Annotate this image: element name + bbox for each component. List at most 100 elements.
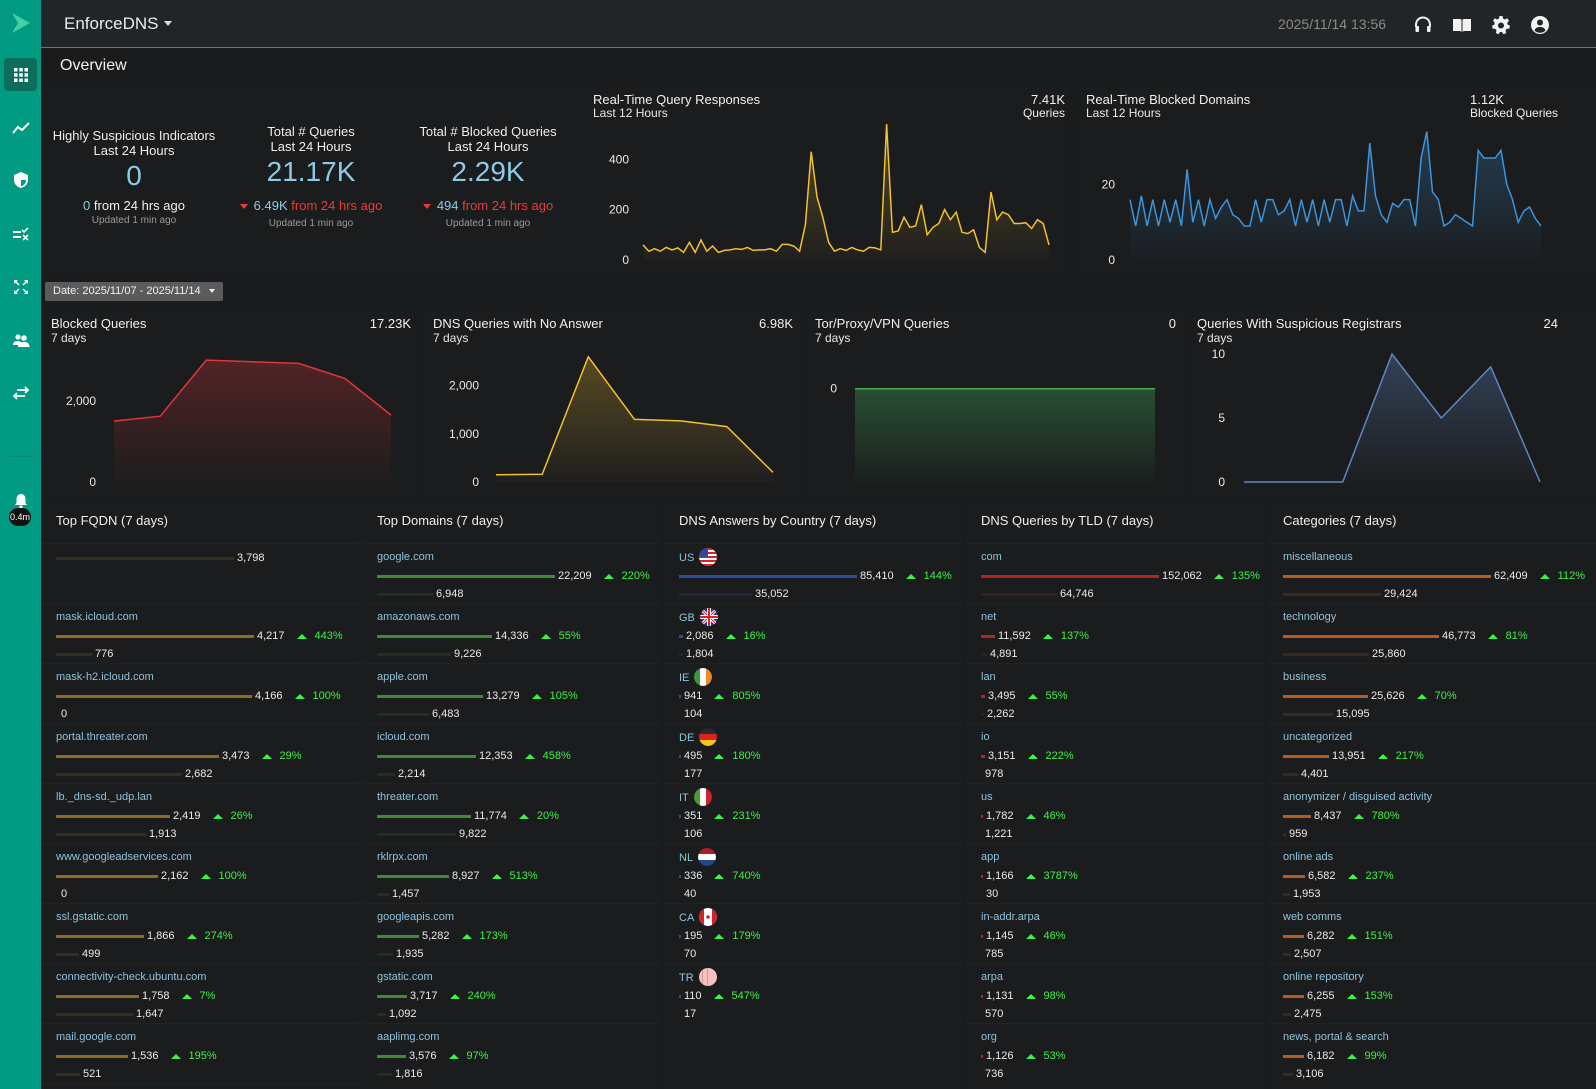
list-item[interactable]: uncategorized 13,951 217% 4,401 (1268, 723, 1596, 783)
item-name[interactable]: business (1283, 671, 1326, 683)
item-name[interactable]: uncategorized (1283, 731, 1352, 743)
list-item[interactable]: lb._dns-sd._udp.lan 2,419 26% 1,913 (41, 783, 359, 843)
item-name[interactable]: IT (679, 788, 712, 806)
item-name[interactable]: app (981, 851, 999, 863)
item-name[interactable]: GB (679, 608, 718, 626)
chevron-down-icon[interactable] (164, 21, 172, 26)
item-name[interactable]: lan (981, 671, 996, 683)
sidebar-item-security[interactable] (4, 163, 37, 196)
date-range-filter[interactable]: Date: 2025/11/07 - 2025/11/14 (45, 282, 223, 301)
list-item[interactable]: mail.google.com 1,536 195% 521 (41, 1023, 359, 1083)
list-item[interactable]: technology 46,773 81% 25,860 (1268, 603, 1596, 663)
item-name[interactable]: web comms (1283, 911, 1342, 923)
sidebar-item-transfer[interactable] (4, 376, 37, 409)
list-item[interactable]: www.googleadservices.com 2,162 100% 0 (41, 843, 359, 903)
list-item[interactable]: online ads 6,582 237% 1,953 (1268, 843, 1596, 903)
no-answer-panel[interactable]: DNS Queries with No Answer 7 days 6.98K … (423, 307, 803, 500)
realtime-query-responses-panel[interactable]: Real-Time Query Responses Last 12 Hours … (585, 84, 1069, 276)
list-item[interactable]: business 25,626 70% 15,095 (1268, 663, 1596, 723)
sidebar-item-analytics[interactable] (4, 111, 37, 144)
list-item[interactable]: com 152,062 135% 64,746 (966, 543, 1264, 603)
list-item[interactable]: CA 195 179% 70 (664, 903, 962, 963)
item-name[interactable]: us (981, 791, 993, 803)
item-name[interactable]: DE (679, 728, 718, 746)
list-item[interactable]: web comms 6,282 151% 2,507 (1268, 903, 1596, 963)
item-name[interactable]: lb._dns-sd._udp.lan (56, 791, 152, 803)
account-button[interactable] (1530, 15, 1550, 35)
list-item[interactable]: gstatic.com 3,717 240% 1,092 (362, 963, 660, 1023)
item-name[interactable]: portal.threater.com (56, 731, 148, 743)
settings-button[interactable] (1491, 15, 1511, 35)
item-name[interactable]: net (981, 611, 996, 623)
item-name[interactable]: anonymizer / disguised activity (1283, 791, 1432, 803)
list-item[interactable]: apple.com 13,279 105% 6,483 (362, 663, 660, 723)
list-item[interactable]: org 1,126 53% 736 (966, 1023, 1264, 1083)
notifications-button[interactable] (4, 484, 37, 517)
suspicious-registrars-panel[interactable]: Queries With Suspicious Registrars 7 day… (1188, 307, 1596, 500)
item-name[interactable]: www.googleadservices.com (56, 851, 192, 863)
list-item[interactable]: connectivity-check.ubuntu.com 1,758 7% 1,64… (41, 963, 359, 1023)
kpi-suspicious-indicators[interactable]: Highly Suspicious Indicators Last 24 Hou… (49, 128, 219, 226)
item-name[interactable]: googleapis.com (377, 911, 454, 923)
list-item[interactable]: US 85,410 144% 35,052 (664, 543, 962, 603)
item-name[interactable]: TR (679, 968, 717, 986)
kpi-blocked-queries[interactable]: Total # Blocked Queries Last 24 Hours 2.… (408, 124, 568, 229)
item-name[interactable]: gstatic.com (377, 971, 433, 983)
item-name[interactable]: in-addr.arpa (981, 911, 1040, 923)
item-name[interactable]: mail.google.com (56, 1031, 136, 1043)
support-button[interactable] (1413, 15, 1433, 35)
item-name[interactable]: online ads (1283, 851, 1333, 863)
item-name[interactable]: google.com (377, 551, 434, 563)
list-item[interactable]: net 11,592 137% 4,891 (966, 603, 1264, 663)
item-name[interactable]: amazonaws.com (377, 611, 460, 623)
app-title[interactable]: EnforceDNS (64, 14, 159, 33)
list-item[interactable]: miscellaneous 62,409 112% 29,424 (1268, 543, 1596, 603)
list-item[interactable]: 3,798 (41, 543, 359, 603)
realtime-blocked-domains-panel[interactable]: Real-Time Blocked Domains Last 12 Hours … (1075, 84, 1596, 276)
item-name[interactable]: news, portal & search (1283, 1031, 1389, 1043)
list-item[interactable]: arpa 1,131 98% 570 (966, 963, 1264, 1023)
logo-icon[interactable] (8, 10, 34, 36)
list-item[interactable]: in-addr.arpa 1,145 46% 785 (966, 903, 1264, 963)
sidebar-item-dashboard[interactable] (4, 58, 37, 91)
list-item[interactable]: news, portal & search 6,182 99% 3,106 (1268, 1023, 1596, 1083)
item-name[interactable]: icloud.com (377, 731, 430, 743)
item-name[interactable]: online repository (1283, 971, 1364, 983)
list-item[interactable]: online repository 6,255 153% 2,475 (1268, 963, 1596, 1023)
list-item[interactable]: io 3,151 222% 978 (966, 723, 1264, 783)
item-name[interactable]: IE (679, 668, 713, 686)
list-item[interactable]: DE 495 180% 177 (664, 723, 962, 783)
item-name[interactable]: CA (679, 908, 718, 926)
list-item[interactable]: IE 941 805% 104 (664, 663, 962, 723)
docs-button[interactable] (1452, 15, 1472, 35)
item-name[interactable]: org (981, 1031, 997, 1043)
item-name[interactable]: arpa (981, 971, 1003, 983)
kpi-total-queries[interactable]: Total # Queries Last 24 Hours 21.17K 6.4… (231, 124, 391, 229)
list-item[interactable]: ssl.gstatic.com 1,866 274% 499 (41, 903, 359, 963)
list-item[interactable]: GB 2,086 16% 1,804 (664, 603, 962, 663)
list-item[interactable]: icloud.com 12,353 458% 2,214 (362, 723, 660, 783)
tor-proxy-vpn-panel[interactable]: Tor/Proxy/VPN Queries 7 days 0 0 (806, 307, 1184, 500)
list-item[interactable]: threater.com 11,774 20% 9,822 (362, 783, 660, 843)
list-item[interactable]: aaplimg.com 3,576 97% 1,816 (362, 1023, 660, 1083)
item-name[interactable]: technology (1283, 611, 1336, 623)
list-item[interactable]: app 1,166 3787% 30 (966, 843, 1264, 903)
item-name[interactable]: mask-h2.icloud.com (56, 671, 154, 683)
blocked-queries-panel[interactable]: Blocked Queries 7 days 17.23K 0 2,000 (41, 307, 419, 500)
list-item[interactable]: google.com 22,209 220% 6,948 (362, 543, 660, 603)
list-item[interactable]: amazonaws.com 14,336 55% 9,226 (362, 603, 660, 663)
item-name[interactable]: threater.com (377, 791, 438, 803)
item-name[interactable]: US (679, 548, 718, 566)
list-item[interactable]: mask-h2.icloud.com 4,166 100% 0 (41, 663, 359, 723)
list-item[interactable]: lan 3,495 55% 2,262 (966, 663, 1264, 723)
list-item[interactable]: mask.icloud.com 4,217 443% 776 (41, 603, 359, 663)
list-item[interactable]: googleapis.com 5,282 173% 1,935 (362, 903, 660, 963)
item-name[interactable]: miscellaneous (1283, 551, 1353, 563)
list-item[interactable]: portal.threater.com 3,473 29% 2,682 (41, 723, 359, 783)
sidebar-item-policies[interactable] (4, 217, 37, 250)
item-name[interactable]: io (981, 731, 990, 743)
list-item[interactable]: rklrpx.com 8,927 513% 1,457 (362, 843, 660, 903)
item-name[interactable]: com (981, 551, 1002, 563)
list-item[interactable]: NL 336 740% 40 (664, 843, 962, 903)
